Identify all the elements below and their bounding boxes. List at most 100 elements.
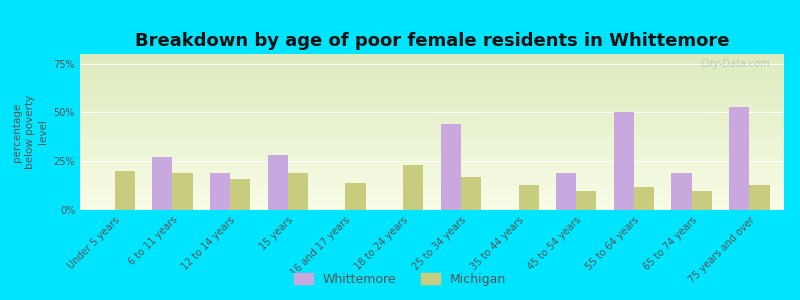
Bar (172, 173, 193, 210)
Bar (80, 56, 784, 57)
Bar (80, 147, 784, 148)
Bar (80, 137, 784, 138)
Bar (80, 160, 784, 161)
Bar (288, 173, 308, 210)
Bar (80, 63, 784, 64)
Bar (576, 190, 597, 210)
Bar (80, 158, 784, 159)
Bar (80, 136, 784, 137)
Bar (80, 169, 784, 170)
Bar (80, 91, 784, 92)
Bar (230, 179, 250, 210)
Bar (80, 72, 784, 73)
Bar (80, 77, 784, 78)
Bar (80, 124, 784, 125)
Bar (80, 82, 784, 83)
Bar (80, 138, 784, 139)
Bar (80, 114, 784, 115)
Bar (80, 98, 784, 99)
Bar (80, 122, 784, 123)
Bar (80, 163, 784, 164)
Bar (80, 209, 784, 210)
Bar (750, 184, 770, 210)
Bar (614, 112, 634, 210)
Bar (80, 181, 784, 182)
Bar (80, 99, 784, 100)
Title: Breakdown by age of poor female residents in Whittemore: Breakdown by age of poor female resident… (134, 32, 730, 50)
Bar (80, 157, 784, 158)
Bar (267, 155, 288, 210)
Bar (80, 64, 784, 65)
Bar (80, 59, 784, 60)
Bar (80, 183, 784, 184)
Bar (80, 176, 784, 177)
Bar (80, 152, 784, 153)
Bar (80, 70, 784, 71)
Bar (80, 76, 784, 77)
Bar (80, 167, 784, 168)
Bar (80, 188, 784, 189)
Bar (80, 162, 784, 163)
Bar (80, 105, 784, 106)
Bar (80, 142, 784, 143)
Bar (80, 108, 784, 109)
Bar (80, 143, 784, 144)
Bar (80, 85, 784, 86)
Bar (80, 86, 784, 87)
Bar (403, 165, 423, 210)
Bar (80, 185, 784, 186)
Bar (80, 206, 784, 207)
Bar (80, 123, 784, 124)
Bar (556, 173, 576, 210)
Bar (461, 177, 481, 210)
Bar (80, 92, 784, 93)
Bar (80, 93, 784, 94)
Bar (80, 192, 784, 193)
Bar (80, 67, 784, 68)
Bar (80, 87, 784, 88)
Bar (80, 134, 784, 135)
Bar (80, 113, 784, 114)
Bar (80, 154, 784, 155)
Bar (80, 106, 784, 107)
Bar (80, 73, 784, 74)
Bar (80, 173, 784, 174)
Bar (80, 90, 784, 91)
Bar (80, 97, 784, 98)
Bar (80, 55, 784, 56)
Bar (80, 118, 784, 119)
Bar (80, 171, 784, 172)
Bar (152, 157, 172, 210)
Bar (80, 140, 784, 141)
Bar (80, 58, 784, 59)
Bar (80, 199, 784, 200)
Bar (80, 61, 784, 62)
Bar (80, 129, 784, 130)
Bar (80, 203, 784, 204)
Bar (80, 102, 784, 103)
Bar (80, 95, 784, 96)
Bar (80, 132, 784, 133)
Bar (80, 109, 784, 110)
Bar (80, 149, 784, 150)
Bar (80, 207, 784, 208)
Bar (80, 88, 784, 89)
Bar (80, 191, 784, 192)
Bar (80, 189, 784, 190)
Bar (80, 169, 784, 170)
Bar (80, 81, 784, 82)
Bar (80, 94, 784, 95)
Bar (80, 178, 784, 179)
Bar (518, 184, 538, 210)
Bar (80, 150, 784, 151)
Bar (80, 84, 784, 85)
Bar (80, 117, 784, 118)
Bar (80, 200, 784, 201)
Bar (80, 146, 784, 147)
Bar (80, 100, 784, 101)
Bar (80, 172, 784, 173)
Bar (80, 112, 784, 113)
Bar (80, 83, 784, 84)
Bar (80, 190, 784, 191)
Bar (80, 96, 784, 97)
